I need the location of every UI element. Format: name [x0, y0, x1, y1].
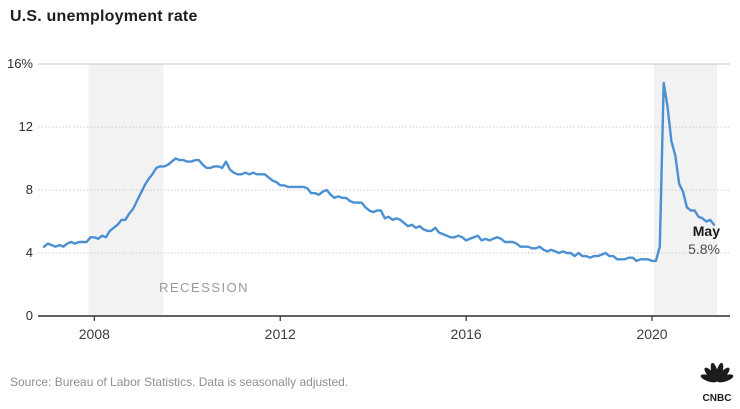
- chart-title: U.S. unemployment rate: [10, 8, 198, 25]
- peacock-icon: [700, 362, 734, 383]
- cnbc-wordmark: CNBC: [703, 393, 732, 403]
- source-attribution: Source: Bureau of Labor Statistics. Data…: [10, 375, 349, 389]
- cnbc-logo: CNBC: [700, 362, 734, 403]
- unemployment-rate-line: [42, 81, 716, 263]
- recession-band: [653, 64, 717, 316]
